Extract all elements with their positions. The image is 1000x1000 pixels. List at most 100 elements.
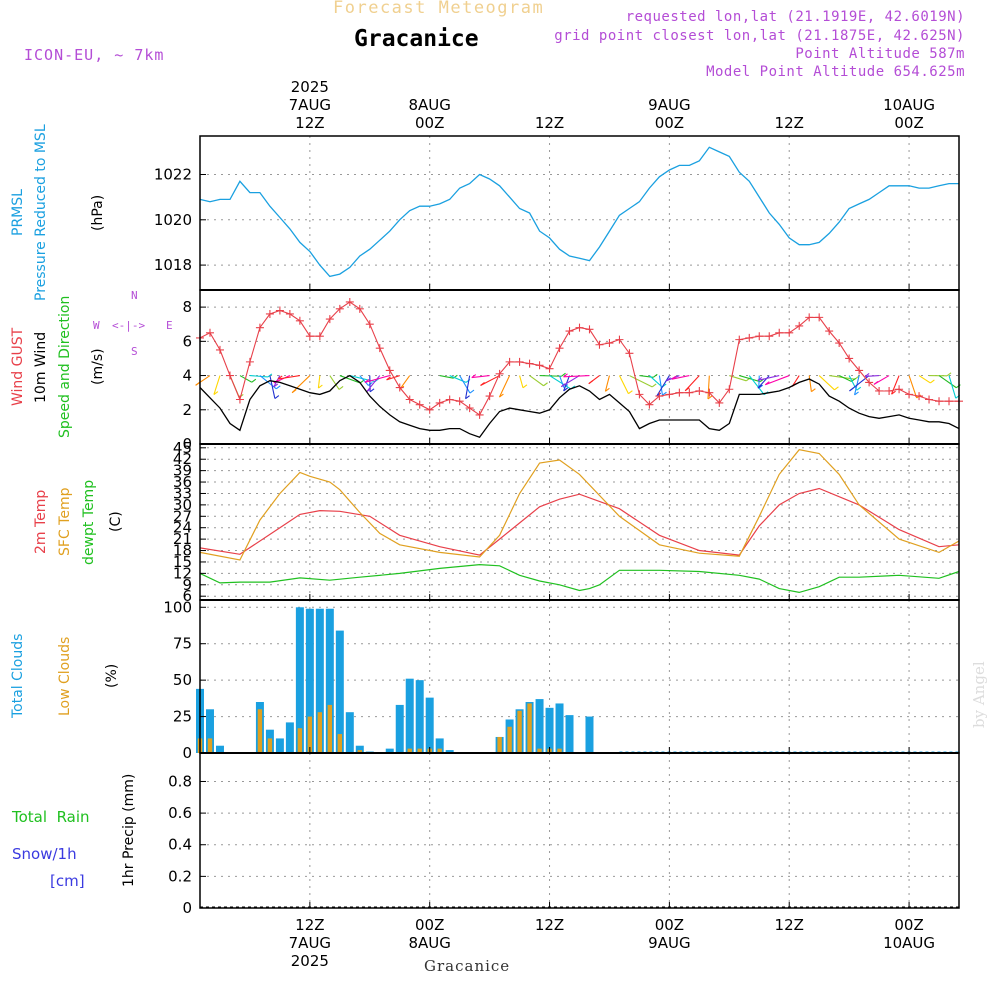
wind-barb-head <box>854 391 859 396</box>
temp-label: dewpt Temp <box>81 479 97 565</box>
top-time-label: 12Z <box>775 114 804 132</box>
gust-point <box>685 388 694 397</box>
gust-point <box>875 386 884 395</box>
wind-barb-head <box>522 384 528 389</box>
gust-point <box>435 398 444 407</box>
wind-barb-head <box>588 380 594 385</box>
location-title: Gracanice <box>354 26 479 52</box>
gust-point <box>465 404 474 413</box>
low-cloud-bar <box>517 710 522 753</box>
wind-barb-head <box>864 372 870 377</box>
gust-point <box>385 366 394 375</box>
gust-point <box>625 349 634 358</box>
compass-w: W <box>93 319 100 332</box>
tick-layer: 1018102010220246869121518212427303336394… <box>154 78 935 970</box>
gust-point <box>495 369 504 378</box>
total-cloud-bar <box>325 608 334 753</box>
gust-point <box>755 332 764 341</box>
gust-point <box>315 332 324 341</box>
low-cloud-bar <box>557 748 562 753</box>
gust-point <box>745 333 754 342</box>
wind-barb <box>339 375 361 384</box>
gust-point <box>855 366 864 375</box>
total-cloud-bar <box>355 745 364 753</box>
low-cloud-bar <box>357 750 362 753</box>
y-tick-label: 0.8 <box>168 772 192 790</box>
wind-barb <box>838 375 852 382</box>
total-cloud-bar <box>385 748 394 753</box>
gust-point <box>775 328 784 337</box>
temp-line-dewpt-temp <box>199 563 960 594</box>
top-time-label: 9AUG <box>648 96 690 114</box>
requested-coords: requested lon,lat (21.1919E, 42.6019N) <box>625 9 965 25</box>
wind-barb <box>459 375 471 394</box>
wind-barb-head <box>656 392 662 397</box>
gust-point <box>925 395 934 404</box>
gust-point <box>635 390 644 399</box>
total-cloud-bar <box>215 745 224 753</box>
wind-barb-head <box>213 391 219 396</box>
wind-barb <box>439 375 454 379</box>
wind-barb-head <box>930 379 935 384</box>
wind-barb <box>213 375 221 395</box>
low-cloud-bar <box>527 703 532 753</box>
bottom-time-label: 00Z <box>655 916 684 934</box>
gust-point <box>345 297 354 306</box>
wind-barb-head <box>274 395 280 399</box>
gust-point <box>715 398 724 407</box>
wind-barb <box>938 375 957 389</box>
wind-barb <box>865 375 880 377</box>
wind-barb-head <box>834 386 839 391</box>
wind-barb <box>480 375 500 386</box>
total-cloud-bar <box>315 608 324 753</box>
total-cloud-bar <box>565 715 574 753</box>
low-cloud-bar <box>497 736 502 753</box>
wind-barb-head <box>628 390 633 395</box>
gust-point <box>695 386 704 395</box>
y-tick-label: 1020 <box>154 211 192 229</box>
wind-barb <box>658 375 663 396</box>
wind-barb <box>386 375 400 381</box>
gust-point <box>805 313 814 322</box>
top-time-label: 8AUG <box>408 96 450 114</box>
wind-barb <box>739 375 761 383</box>
wind-barb <box>563 375 590 378</box>
wind-barb <box>317 375 321 389</box>
gust-point <box>725 385 734 394</box>
data-layer <box>195 146 963 908</box>
gust-point <box>945 397 954 406</box>
wind-barb <box>529 375 544 387</box>
wind-barb-head <box>757 384 763 389</box>
footer-location: Gracanice <box>424 957 511 975</box>
wind-barb-head <box>369 388 375 393</box>
compass-arrows: <-|-> <box>112 319 146 332</box>
wind-barb <box>465 375 471 399</box>
y-tick-label: 2 <box>182 401 192 419</box>
bottom-time-label: 8AUG <box>408 934 450 952</box>
y-tick-label: 50 <box>173 671 192 689</box>
total-cloud-bar <box>425 697 434 753</box>
low-cloud-bar <box>307 716 313 753</box>
wind-barb <box>848 375 858 391</box>
wind-barb-head <box>811 388 816 393</box>
wind-barb <box>818 375 835 391</box>
gust-point <box>555 344 564 353</box>
wind-barb-head <box>291 389 297 394</box>
gust-point <box>235 395 244 404</box>
total-cloud-bar <box>305 608 314 753</box>
gust-point <box>915 392 924 401</box>
compass-s: S <box>131 345 138 358</box>
wind-barb-head <box>318 384 323 389</box>
grid-point-coords: grid point closest lon,lat (21.1875E, 42… <box>554 28 965 44</box>
wind-barb-head <box>469 389 475 394</box>
panel-frame <box>199 752 960 909</box>
wind-barb-head <box>543 382 548 387</box>
gust-point <box>425 405 434 414</box>
total-cloud-bar <box>535 699 544 753</box>
wind-barb <box>498 375 511 398</box>
wind-barb-head <box>275 385 281 390</box>
bottom-time-label: 12Z <box>295 916 324 934</box>
wind-barb-head <box>561 372 566 377</box>
wind-label: (m/s) <box>90 348 106 386</box>
gust-point <box>325 315 334 324</box>
